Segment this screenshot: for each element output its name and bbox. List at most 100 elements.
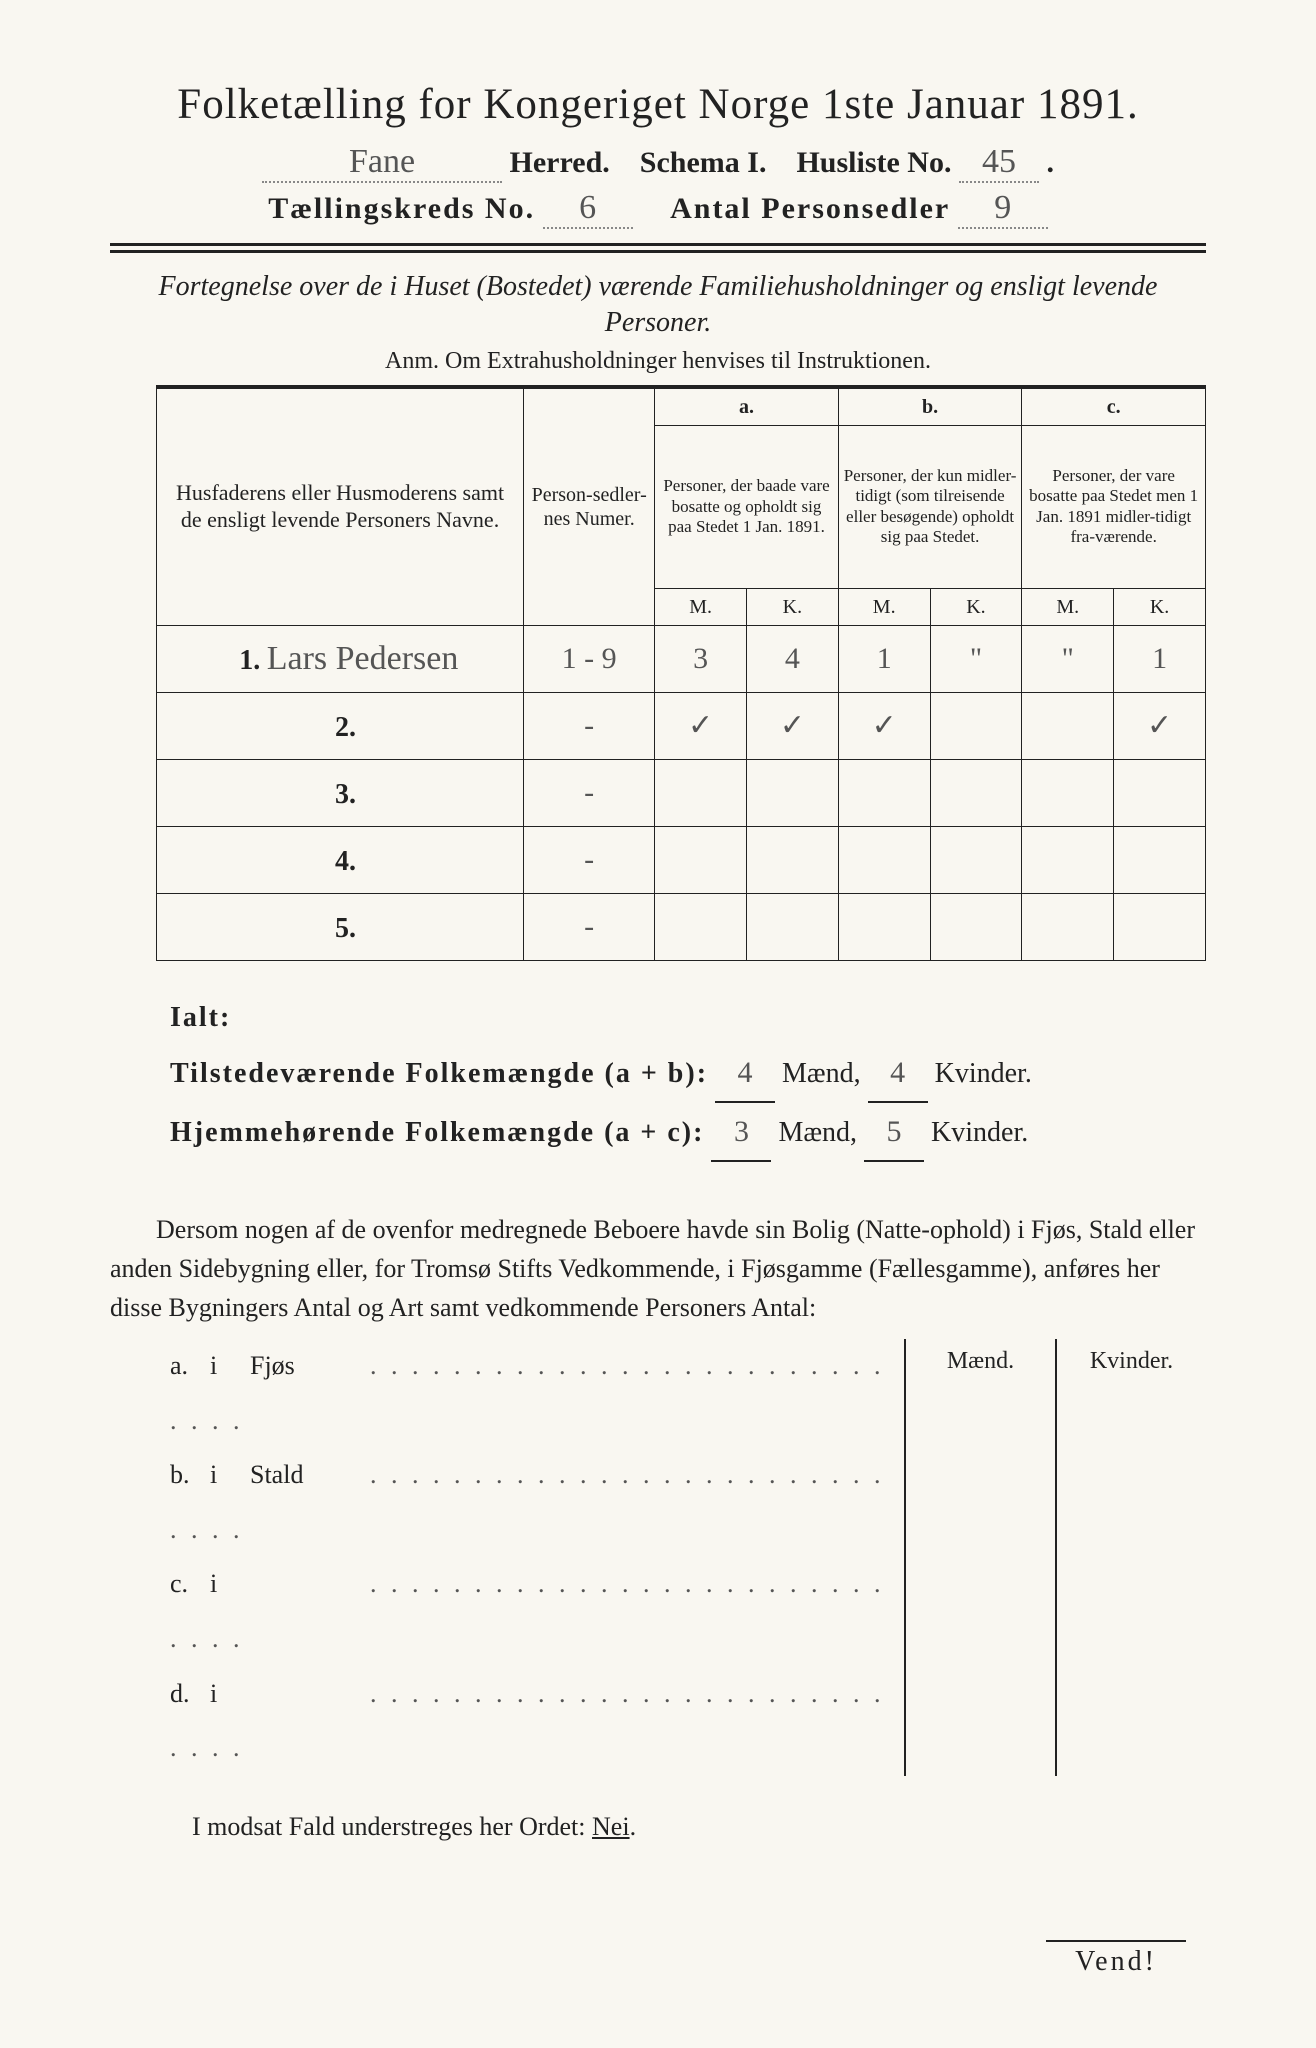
cell-numer: 1 - 9 [524, 625, 655, 692]
kreds-label: Tællingskreds No. [268, 192, 535, 225]
col-a-label: a. [655, 387, 839, 426]
census-table: Husfaderens eller Husmoderens samt de en… [156, 385, 1206, 961]
page-title: Folketælling for Kongeriget Norge 1ste J… [110, 80, 1206, 129]
lof-row: c.i. . . . . . . . . . . . . . . . . . .… [170, 1557, 904, 1666]
kvinder-label: Kvinder. [935, 1058, 1032, 1089]
hjemme-k: 5 [864, 1103, 924, 1162]
tilstede-k: 4 [868, 1044, 928, 1103]
name-cell: 2. [156, 692, 523, 759]
intro-desc: Fortegnelse over de i Huset (Bostedet) v… [110, 269, 1206, 342]
cell-numer: - [524, 893, 655, 960]
col-b-label: b. [838, 387, 1022, 426]
cell-ak: 4 [747, 625, 839, 692]
census-form-page: Folketælling for Kongeriget Norge 1ste J… [0, 0, 1316, 2048]
hjemme-label: Hjemmehørende Folkemængde (a + c): [170, 1117, 704, 1148]
lof-maend: Mænd. [906, 1339, 1055, 1385]
herred-value: Fane [349, 143, 415, 180]
cell-ck [1114, 759, 1206, 826]
col-a-desc: Personer, der baade vare bosatte og opho… [655, 425, 839, 588]
divider [110, 243, 1206, 253]
footer-text: I modsat Fald understreges her Ordet: [192, 1812, 586, 1841]
herred-label: Herred. [510, 146, 610, 179]
name-cell: 5. [156, 893, 523, 960]
table-row: 1.Lars Pedersen1 - 9341""1 [156, 625, 1205, 692]
cell-am: 3 [655, 625, 747, 692]
tilstede-m: 4 [715, 1044, 775, 1103]
lof-row: b.iStald. . . . . . . . . . . . . . . . … [170, 1448, 904, 1557]
lof-row: a.iFjøs. . . . . . . . . . . . . . . . .… [170, 1339, 904, 1448]
header-line-1: Fane Herred. Schema I. Husliste No. 45 . [110, 143, 1206, 183]
tilstede-label: Tilstedeværende Folkemængde (a + b): [170, 1058, 708, 1089]
cell-bk [930, 826, 1022, 893]
table-row: 2.-✓✓✓✓ [156, 692, 1205, 759]
cell-ak [747, 759, 839, 826]
cell-numer: - [524, 826, 655, 893]
cell-ak [747, 826, 839, 893]
cell-ck [1114, 826, 1206, 893]
cell-bk [930, 692, 1022, 759]
building-paragraph: Dersom nogen af de ovenfor medregnede Be… [110, 1210, 1206, 1327]
cell-bk: " [930, 625, 1022, 692]
cell-bm: ✓ [838, 692, 930, 759]
maend-label: Mænd, [782, 1058, 861, 1089]
cell-numer: - [524, 759, 655, 826]
cell-ak [747, 893, 839, 960]
cell-ak: ✓ [747, 692, 839, 759]
table-row: 3.- [156, 759, 1205, 826]
cell-numer: - [524, 692, 655, 759]
antal-label: Antal Personsedler [670, 192, 950, 225]
col-c-desc: Personer, der vare bosatte paa Stedet me… [1022, 425, 1206, 588]
intro-anm: Anm. Om Extrahusholdninger henvises til … [110, 348, 1206, 375]
cell-bk [930, 759, 1022, 826]
table-wrapper: Husfaderens eller Husmoderens samt de en… [110, 385, 1206, 961]
hjemme-m: 3 [711, 1103, 771, 1162]
col-bk: K. [930, 588, 1022, 625]
cell-bk [930, 893, 1022, 960]
col-ak: K. [747, 588, 839, 625]
kvinder-label-2: Kvinder. [931, 1117, 1028, 1148]
cell-bm [838, 893, 930, 960]
cell-cm [1022, 692, 1114, 759]
name-cell: 4. [156, 826, 523, 893]
schema-label: Schema I. [640, 146, 767, 179]
cell-am [655, 893, 747, 960]
header-line-2: Tællingskreds No. 6 Antal Personsedler 9 [110, 189, 1206, 229]
ialt-label: Ialt: [170, 1002, 231, 1033]
maend-label-2: Mænd, [778, 1117, 857, 1148]
cell-am [655, 826, 747, 893]
cell-cm [1022, 826, 1114, 893]
kreds-value: 6 [579, 189, 596, 226]
col-c-label: c. [1022, 387, 1206, 426]
footer-line: I modsat Fald understreges her Ordet: Ne… [110, 1812, 1206, 1842]
cell-am: ✓ [655, 692, 747, 759]
cell-cm [1022, 893, 1114, 960]
building-table: a.iFjøs. . . . . . . . . . . . . . . . .… [110, 1339, 1206, 1776]
husliste-value: 45 [982, 143, 1016, 180]
cell-cm: " [1022, 625, 1114, 692]
cell-bm [838, 759, 930, 826]
cell-am [655, 759, 747, 826]
cell-bm: 1 [838, 625, 930, 692]
col-bm: M. [838, 588, 930, 625]
table-row: 4.- [156, 826, 1205, 893]
cell-ck: 1 [1114, 625, 1206, 692]
cell-ck [1114, 893, 1206, 960]
husliste-label: Husliste No. [796, 146, 951, 179]
col-b-desc: Personer, der kun midler-tidigt (som til… [838, 425, 1022, 588]
cell-cm [1022, 759, 1114, 826]
name-cell: 1.Lars Pedersen [156, 625, 523, 692]
name-cell: 3. [156, 759, 523, 826]
nei: Nei [592, 1812, 630, 1841]
antal-value: 9 [994, 189, 1011, 226]
col-numer: Person-sedler-nes Numer. [524, 387, 655, 626]
vend-label: Vend! [1046, 1940, 1186, 1978]
col-cm: M. [1022, 588, 1114, 625]
lof-kvinder: Kvinder. [1057, 1339, 1206, 1385]
cell-ck: ✓ [1114, 692, 1206, 759]
col-am: M. [655, 588, 747, 625]
cell-bm [838, 826, 930, 893]
lof-row: d.i. . . . . . . . . . . . . . . . . . .… [170, 1667, 904, 1776]
col-ck: K. [1114, 588, 1206, 625]
col-names: Husfaderens eller Husmoderens samt de en… [156, 387, 523, 626]
totals-block: Ialt: Tilstedeværende Folkemængde (a + b… [110, 991, 1206, 1162]
